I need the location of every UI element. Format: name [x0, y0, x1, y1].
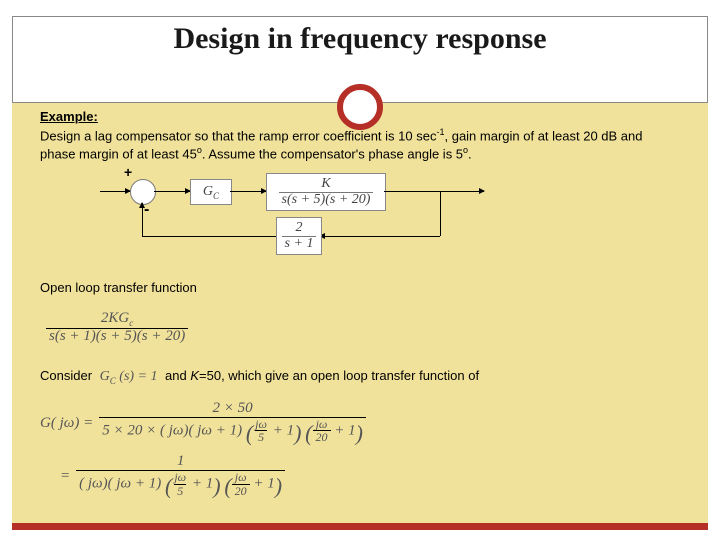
consider-gc: G	[100, 369, 110, 384]
plant-den: s(s + 5)(s + 20)	[279, 192, 374, 208]
line-to-plant	[230, 191, 266, 192]
input-line	[100, 191, 130, 192]
block-diagram: + - GC K s(s + 5)(s + 20) 2 s + 1	[100, 169, 500, 259]
oltf-num-sub: c	[129, 318, 133, 328]
consider-text-1: Consider	[40, 368, 92, 383]
eq2-den-pre: 5 × 20 × ( jω)( jω + 1)	[102, 422, 242, 438]
problem-text-4: .	[468, 147, 472, 162]
problem-statement: Design a lag compensator so that the ram…	[40, 126, 680, 164]
plant-block: K s(s + 5)(s + 20)	[266, 173, 386, 211]
eq2-fa-num: jω	[253, 418, 269, 431]
open-loop-label: Open loop transfer function	[40, 279, 680, 297]
ring-icon	[337, 84, 383, 130]
problem-text-1: Design a lag compensator so that the ram…	[40, 128, 436, 143]
oltf-num: 2KG	[101, 310, 129, 326]
eq3-den-pre: ( jω)( jω + 1)	[79, 476, 161, 492]
eq3-plus1b: + 1	[250, 476, 275, 492]
plus-sign: +	[124, 163, 132, 182]
eq2-fb-den: 20	[313, 430, 331, 444]
equation-2: G( jω) = 2 × 50 5 × 20 × ( jω)( jω + 1) …	[40, 401, 680, 444]
feedback-drop	[440, 191, 441, 236]
equation-3: = 1 ( jω)( jω + 1) (jω5 + 1) (jω20 + 1)	[60, 454, 680, 497]
eq3-num: 1	[175, 454, 187, 470]
compensator-block: GC	[190, 179, 232, 205]
output-line	[384, 191, 484, 192]
line-to-gc	[154, 191, 190, 192]
eq3-fa-den: 5	[174, 484, 186, 498]
gc-sub: C	[213, 191, 219, 201]
slide-title: Design in frequency response	[0, 22, 720, 56]
consider-gc-arg: (s) = 1	[116, 369, 158, 384]
eq2-lhs: G( jω) =	[40, 413, 93, 433]
eq3-plus1a: + 1	[188, 476, 213, 492]
eq2-plus1b: + 1	[331, 422, 356, 438]
content-area: Example: Design a lag compensator so tha…	[40, 108, 680, 520]
open-loop-tf: 2KGc s(s + 1)(s + 5)(s + 20)	[46, 311, 680, 345]
consider-text-2: and	[165, 368, 190, 383]
feedback-block: 2 s + 1	[276, 217, 322, 255]
example-label: Example:	[40, 109, 98, 124]
feedback-line-r	[320, 236, 440, 237]
plant-num: K	[319, 177, 332, 192]
consider-line: Consider GC (s) = 1 and K=50, which give…	[40, 367, 680, 387]
gc-symbol: G	[203, 184, 213, 199]
consider-text-3: =50, which give an open loop transfer fu…	[199, 368, 479, 383]
feedback-rise	[142, 203, 143, 236]
eq3-fa-num: jω	[172, 471, 188, 484]
eq2-fa-den: 5	[255, 430, 267, 444]
eq3-lhs: =	[60, 466, 70, 486]
fb-num: 2	[294, 221, 305, 236]
eq2-num: 2 × 50	[211, 401, 255, 417]
oltf-den: s(s + 1)(s + 5)(s + 20)	[46, 328, 188, 345]
bottom-accent-bar	[12, 523, 708, 530]
eq3-fb-num: jω	[233, 471, 249, 484]
eq2-fb-num: jω	[314, 418, 330, 431]
problem-text-3: . Assume the compensator's phase angle i…	[202, 147, 463, 162]
eq3-fb-den: 20	[232, 484, 250, 498]
feedback-line-l	[142, 236, 276, 237]
consider-k: K	[190, 368, 199, 383]
eq2-plus1a: + 1	[269, 422, 294, 438]
fb-den: s + 1	[282, 236, 317, 252]
